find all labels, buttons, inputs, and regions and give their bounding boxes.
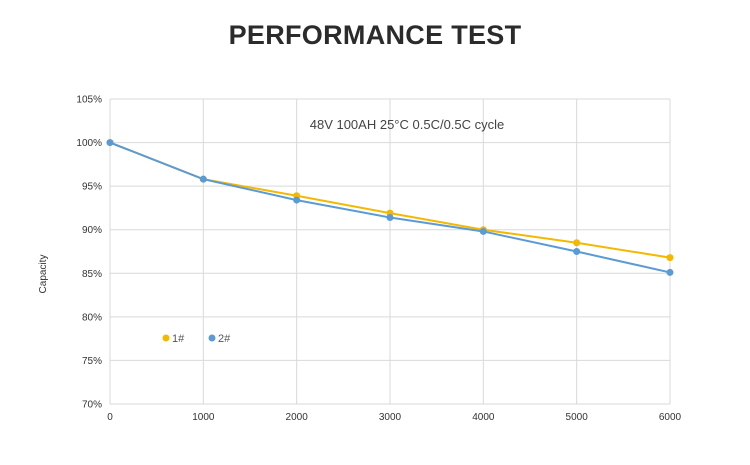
data-point-2# [666, 268, 674, 276]
y-tick-label: 100% [76, 138, 102, 149]
x-tick-label: 4000 [472, 412, 495, 423]
x-tick-label: 0 [107, 412, 113, 423]
chart-series [106, 139, 674, 276]
y-axis-label: Capacity [38, 255, 49, 294]
x-tick-label: 6000 [659, 412, 682, 423]
y-tick-label: 85% [82, 269, 102, 280]
x-tick-label: 1000 [192, 412, 215, 423]
legend-marker-2# [208, 334, 216, 342]
legend-marker-1# [162, 334, 170, 342]
x-tick-label: 3000 [379, 412, 402, 423]
legend-label-2#: 2# [218, 333, 231, 345]
y-tick-label: 95% [82, 182, 102, 193]
chart-grid [109, 98, 671, 405]
data-point-1# [666, 254, 674, 262]
page-title: PERFORMANCE TEST [228, 20, 522, 50]
data-point-2# [293, 196, 301, 204]
x-tick-label: 5000 [566, 412, 589, 423]
chart-legend: 1# 2# [162, 333, 231, 345]
data-point-2# [573, 248, 581, 255]
y-tick-label: 90% [82, 225, 102, 236]
x-tick-label: 2000 [286, 412, 309, 423]
y-tick-label: 105% [76, 95, 102, 106]
y-tick-label: 70% [82, 400, 102, 411]
data-point-2# [479, 227, 487, 235]
data-point-2# [386, 214, 394, 222]
y-tick-label: 80% [82, 312, 102, 323]
legend-label-1#: 1# [172, 333, 185, 345]
chart-tick-labels: 70% 75% 80% 85% 90% 95% 100% 105% 0 1000 2000 3000 4… [76, 95, 681, 424]
data-point-2# [199, 175, 207, 183]
data-point-2# [106, 139, 114, 147]
y-tick-label: 75% [82, 356, 102, 367]
data-point-1# [573, 239, 581, 247]
chart-annotation: 48V 100AH 25°C 0.5C/0.5C cycle [310, 117, 505, 132]
